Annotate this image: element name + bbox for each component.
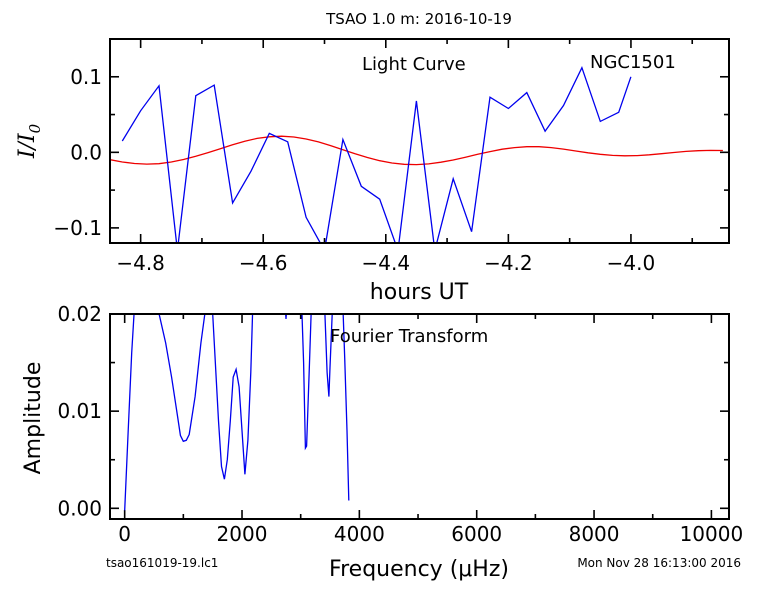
bottom-ytick-label-1: 0.01 bbox=[57, 399, 102, 423]
top-ytick-label-0: 0.1 bbox=[70, 65, 102, 89]
top-xtick-label-3: −4.2 bbox=[484, 251, 533, 275]
bottom-xtick-label-5: 10000 bbox=[680, 522, 744, 546]
bottom-xtick-label-4: 8000 bbox=[569, 522, 620, 546]
footer-timestamp: Mon Nov 28 16:13:00 2016 bbox=[577, 556, 741, 570]
top-yaxis-label-main: I/I bbox=[15, 132, 40, 159]
figure-title: TSAO 1.0 m: 2016-10-19 bbox=[325, 10, 512, 28]
light-curve-line bbox=[121, 65, 632, 243]
svg-text:I/I0: I/I0 bbox=[15, 123, 44, 159]
top-ytick-label-1: 0.0 bbox=[70, 140, 102, 164]
bottom-xtick-label-1: 2000 bbox=[217, 522, 268, 546]
amplitude-spectrum-line bbox=[124, 314, 350, 511]
light-curve-annotation: Light Curve bbox=[362, 54, 466, 75]
bottom-xtick-label-3: 6000 bbox=[451, 522, 502, 546]
fourier-transform-frame bbox=[109, 313, 730, 520]
top-yaxis-label: I/I0 bbox=[15, 123, 44, 159]
bottom-xtick-label-2: 4000 bbox=[334, 522, 385, 546]
fourier-transform-panel: 0 2000 4000 6000 8000 10000 0.00 0.01 0.… bbox=[21, 302, 744, 582]
bottom-yaxis-label: Amplitude bbox=[21, 362, 46, 475]
bottom-xtick-label-0: 0 bbox=[118, 522, 131, 546]
top-yaxis-label-subscript: 0 bbox=[26, 123, 44, 133]
light-curve-panel: −4.8 −4.6 −4.4 −4.2 −4.0 0.1 0.0 −0.1 Li… bbox=[15, 38, 730, 305]
fourier-transform-annotation: Fourier Transform bbox=[330, 326, 488, 347]
bottom-ytick-label-0: 0.00 bbox=[57, 496, 102, 520]
top-xaxis-label: hours UT bbox=[370, 280, 469, 305]
fit-curve-line bbox=[110, 135, 723, 166]
footer-filename: tsao161019-19.lc1 bbox=[106, 556, 218, 570]
top-xtick-label-4: −4.0 bbox=[607, 251, 656, 275]
top-xtick-label-1: −4.6 bbox=[239, 251, 288, 275]
bottom-ytick-label-2: 0.02 bbox=[57, 302, 102, 326]
object-name-annotation: NGC1501 bbox=[590, 52, 676, 73]
top-ytick-label-2: −0.1 bbox=[53, 216, 102, 240]
top-xtick-label-2: −4.4 bbox=[362, 251, 411, 275]
bottom-xaxis-label: Frequency (μHz) bbox=[329, 557, 509, 582]
light-curve-frame bbox=[109, 38, 730, 244]
top-xtick-label-0: −4.8 bbox=[116, 251, 165, 275]
